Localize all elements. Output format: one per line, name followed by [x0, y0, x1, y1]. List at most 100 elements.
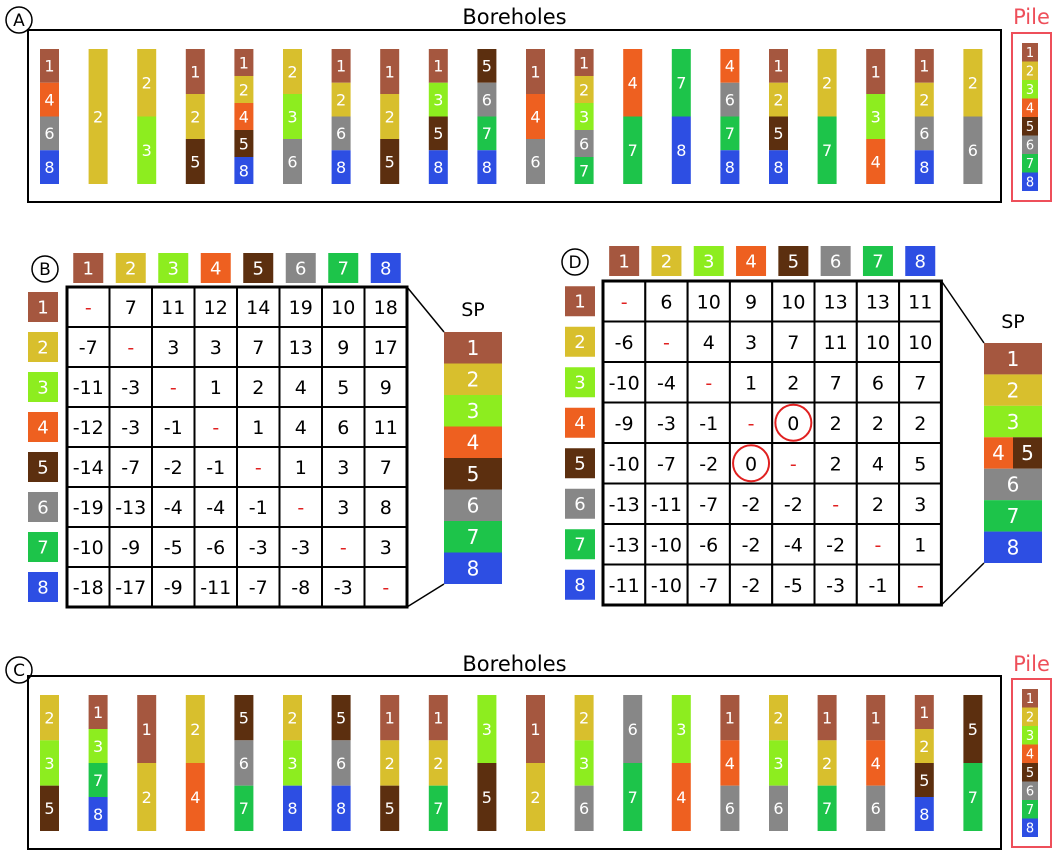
unit-number: 2	[579, 708, 589, 727]
matrix-cell: 2	[813, 401, 858, 444]
matrix-cell: 7	[771, 320, 816, 363]
unit-swatch	[984, 500, 1042, 532]
borehole-unit: 1	[234, 49, 254, 76]
matrix-cell: -2	[686, 442, 731, 485]
unit-number: 8	[239, 161, 249, 180]
unit-swatch	[234, 103, 254, 130]
borehole-unit: 3	[574, 103, 594, 130]
matrix-cell: -10	[644, 523, 689, 566]
unit-swatch	[820, 246, 851, 276]
matrix-cell: -2	[771, 482, 816, 525]
matrix-cell-value: 10	[781, 291, 805, 313]
panel-letter-d: D	[561, 248, 589, 276]
unit-number: 8	[287, 799, 297, 818]
unit-number: 7	[628, 788, 638, 807]
matrix-cell-value: -9	[615, 413, 634, 435]
matrix-cell: 13	[855, 280, 901, 323]
matrix-cell: 13	[813, 280, 858, 323]
unit-number: 3	[871, 107, 881, 126]
matrix-cell-value: -8	[291, 577, 310, 599]
matrix-outline	[601, 279, 943, 607]
borehole-5: 1 2 4 5 8	[234, 49, 254, 184]
unit-number: 1	[618, 251, 629, 272]
unit-number: 5	[482, 57, 492, 76]
matrix-cell: 11	[151, 286, 196, 328]
matrix-cell-border	[771, 442, 816, 485]
unit-number: 1	[37, 297, 48, 318]
matrix-cell-border	[108, 326, 153, 368]
unit-number: 7	[822, 799, 832, 818]
unit-number: 6	[1026, 784, 1034, 799]
borehole-unit: 1	[866, 49, 886, 94]
unit-number: 2	[385, 107, 395, 126]
borehole-unit: 7	[817, 785, 837, 831]
matrix-cell: 17	[363, 326, 408, 368]
matrix-cell-border	[193, 526, 238, 568]
unit-number: 3	[467, 399, 480, 423]
matrix-cell-border	[321, 566, 366, 608]
matrix-cell-border	[278, 406, 323, 448]
unit-swatch	[671, 116, 691, 184]
borehole-14: 34	[671, 695, 691, 831]
unit-swatch	[380, 740, 400, 786]
matrix-cell-value: -7	[699, 494, 718, 516]
borehole-unit: 8	[914, 797, 934, 831]
column-header-swatch: 1	[73, 253, 104, 283]
unit-number: 1	[871, 62, 881, 81]
matrix-cell: 10	[898, 320, 943, 363]
unit-swatch	[623, 763, 643, 831]
matrix-cell-value: 2	[830, 453, 842, 475]
unit-swatch	[769, 695, 788, 741]
unit-number: 2	[919, 90, 929, 109]
borehole-3: 23	[137, 49, 157, 184]
matrix-cell-value: -7	[699, 575, 718, 597]
matrix-cell-value: -6	[615, 332, 634, 354]
matrix-cell-value: -7	[121, 457, 140, 479]
borehole-unit: 1	[574, 49, 594, 76]
matrix-cell-value: -	[170, 377, 177, 399]
matrix-cell: -3	[813, 563, 858, 606]
borehole-unit: 5	[185, 139, 205, 184]
borehole-unit: 6	[477, 82, 497, 117]
unit-number: 2	[385, 754, 395, 773]
matrix-cell: 9	[728, 280, 774, 323]
matrix-cell: 3	[728, 320, 774, 363]
matrix-cell: -	[236, 446, 281, 488]
unit-number: 1	[574, 292, 585, 313]
unit-swatch	[444, 363, 502, 395]
unit-swatch	[963, 116, 983, 184]
matrix-cell-value: -2	[742, 494, 761, 516]
matrix-cell-value: -1	[164, 417, 183, 439]
unit-swatch	[28, 532, 58, 562]
matrix-cell: -1	[686, 401, 731, 444]
matrix-cell-value: 4	[295, 377, 307, 399]
unit-swatch	[185, 763, 205, 831]
matrix-cell-border	[813, 563, 858, 606]
borehole-unit: 5	[428, 116, 448, 151]
boreholes-title: Boreholes	[462, 5, 566, 29]
unit-swatch	[984, 374, 1042, 406]
matrix-cell-value: -11	[609, 575, 640, 597]
unit-swatch	[720, 695, 740, 741]
matrix-cell: -	[278, 486, 323, 528]
matrix-cell-value: -2	[742, 575, 761, 597]
borehole-unit: 8	[234, 157, 254, 184]
matrix-cell: 9	[321, 326, 366, 368]
unit-number: 2	[773, 708, 783, 727]
matrix-cell-value: 3	[337, 497, 349, 519]
unit-number: 8	[336, 799, 346, 818]
borehole-unit: 2	[914, 82, 934, 117]
matrix-cell: -5	[771, 563, 816, 606]
pile-frame	[1011, 32, 1052, 202]
unit-number: 1	[1026, 46, 1034, 61]
matrix-cell-value: -9	[121, 537, 140, 559]
unit-number: 4	[210, 258, 221, 279]
matrix-cell-value: 18	[374, 297, 398, 319]
borehole-unit: 1	[526, 695, 545, 763]
matrix-cell-value: -3	[121, 417, 140, 439]
unit-swatch	[380, 695, 400, 741]
borehole-19: 1 2 5 8	[914, 695, 934, 831]
borehole-unit: 4	[185, 763, 205, 831]
matrix-cell-value: 11	[161, 297, 185, 319]
unit-number: 4	[992, 441, 1005, 465]
